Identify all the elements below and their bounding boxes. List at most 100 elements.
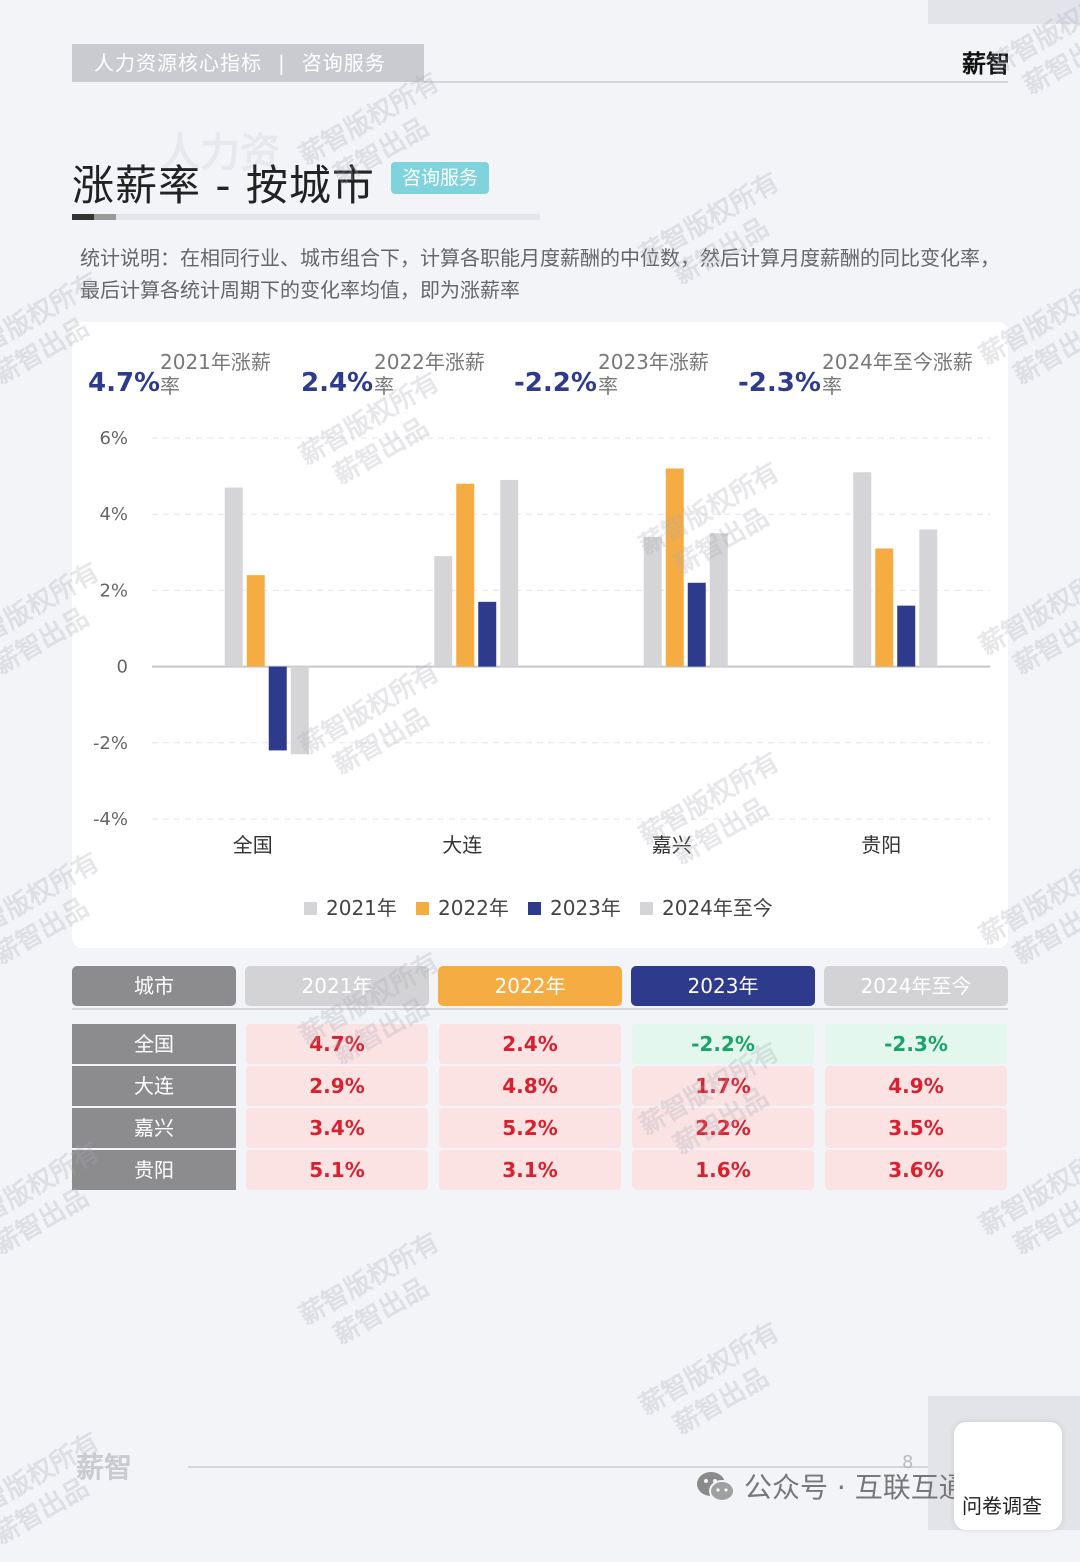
kpi-value: 2.4% bbox=[301, 368, 374, 398]
table-cell: 1.7% bbox=[632, 1066, 814, 1106]
table-cell: 3.4% bbox=[246, 1108, 428, 1148]
legend-label: 2023年 bbox=[550, 896, 621, 920]
page-title: 涨薪率 - 按城市 bbox=[72, 161, 375, 210]
title-ghost-text: 人力资 bbox=[160, 130, 280, 176]
table-cell: 2.2% bbox=[632, 1108, 814, 1148]
header-label: 2024年至今 bbox=[860, 974, 972, 998]
footer-logo: 薪智 bbox=[76, 1451, 133, 1484]
title-underline-mid bbox=[94, 214, 116, 220]
y-tick-label: 4% bbox=[99, 504, 128, 525]
brand-logo: 薪智 bbox=[962, 50, 1010, 78]
x-category-label: 大连 bbox=[442, 833, 482, 857]
legend-label: 2021年 bbox=[326, 896, 397, 920]
bar bbox=[643, 537, 662, 667]
x-category-label: 嘉兴 bbox=[652, 833, 692, 857]
y-tick-label: 0 bbox=[117, 657, 128, 678]
table-cell: 4.8% bbox=[439, 1066, 621, 1106]
y-tick-label: 2% bbox=[99, 580, 128, 601]
table-cell: -2.2% bbox=[632, 1024, 814, 1064]
table-header-2022: 2022年 bbox=[438, 966, 622, 1006]
x-category-label: 贵阳 bbox=[861, 833, 901, 857]
header-label: 2021年 bbox=[301, 974, 373, 998]
bar bbox=[665, 468, 684, 667]
bar bbox=[246, 575, 265, 667]
survey-button-label[interactable]: 问卷调查 bbox=[962, 1494, 1042, 1518]
kpi-label: 2022年涨薪率 bbox=[374, 350, 485, 398]
watermark-line: 薪智出品 bbox=[328, 1272, 434, 1351]
bar bbox=[478, 601, 497, 667]
survey-button[interactable] bbox=[954, 1422, 1062, 1530]
table-cell: 3.5% bbox=[825, 1108, 1007, 1148]
table-cell: 5.2% bbox=[439, 1108, 621, 1148]
bar bbox=[875, 548, 894, 667]
bar bbox=[434, 556, 453, 667]
watermark-line: 薪智出品 bbox=[668, 1362, 774, 1441]
table-cell: 3.6% bbox=[825, 1150, 1007, 1190]
title-tag: 咨询服务 bbox=[391, 162, 489, 194]
bar bbox=[853, 472, 872, 667]
title-underline bbox=[72, 214, 94, 220]
table-cell: 1.6% bbox=[632, 1150, 814, 1190]
legend-swatch bbox=[304, 902, 317, 915]
bar bbox=[268, 666, 287, 751]
table-cell: 2.9% bbox=[246, 1066, 428, 1106]
salary-increase-bar-chart: 6% 4% 2% 0 -2% -4% 全国 大连 嘉兴 贵阳 2021年 2022年 2023年 2024… bbox=[93, 428, 990, 920]
kpi-value: -2.3% bbox=[738, 368, 821, 398]
watermark: 薪智版权所有 薪智出品 bbox=[293, 1226, 462, 1363]
header-label: 2023年 bbox=[687, 974, 759, 998]
watermark: 薪智版权所有 薪智出品 bbox=[633, 1316, 802, 1453]
table-header-city: 城市 bbox=[72, 966, 236, 1006]
header-label: 2022年 bbox=[494, 974, 566, 998]
corner-decoration bbox=[928, 0, 1080, 24]
chart-card: 4.7% 2021年涨薪率 2.4% 2022年涨薪率 -2.2% 2023年涨… bbox=[72, 322, 1008, 948]
bar bbox=[897, 605, 916, 667]
row-city-label: 全国 bbox=[72, 1024, 236, 1064]
table-cell: -2.3% bbox=[825, 1024, 1007, 1064]
bar bbox=[919, 529, 938, 667]
table-header-2021: 2021年 bbox=[245, 966, 429, 1006]
table-cell: 2.4% bbox=[439, 1024, 621, 1064]
legend-swatch bbox=[528, 902, 541, 915]
row-city-label: 贵阳 bbox=[72, 1150, 236, 1190]
table-cell: 4.9% bbox=[825, 1066, 1007, 1106]
section-header: 人力资源核心指标 | 咨询服务 bbox=[72, 44, 424, 82]
row-city-label: 大连 bbox=[72, 1066, 236, 1106]
kpi-value: 4.7% bbox=[88, 368, 161, 398]
bar bbox=[456, 483, 475, 667]
footer-divider bbox=[188, 1466, 928, 1468]
kpi-label: 2024年至今涨薪率 bbox=[822, 350, 973, 398]
header-label: 城市 bbox=[134, 974, 174, 998]
table-header-2024: 2024年至今 bbox=[824, 966, 1008, 1006]
watermark-line: 薪智版权所有 bbox=[634, 1317, 785, 1422]
header-divider bbox=[424, 81, 1008, 83]
description-text: 统计说明：在相同行业、城市组合下，计算各职能月度薪酬的中位数，然后计算月度薪酬的… bbox=[80, 246, 1000, 302]
table-cell: 4.7% bbox=[246, 1024, 428, 1064]
y-tick-label: -4% bbox=[93, 809, 128, 830]
section-label: 人力资源核心指标 bbox=[94, 51, 262, 75]
row-city-label: 嘉兴 bbox=[72, 1108, 236, 1148]
table-cell: 5.1% bbox=[246, 1150, 428, 1190]
legend-swatch bbox=[416, 902, 429, 915]
x-category-label: 全国 bbox=[233, 833, 273, 857]
page-number: 8 bbox=[902, 1452, 914, 1473]
kpi-value: -2.2% bbox=[514, 368, 597, 398]
watermark-line: 薪智版权所有 bbox=[294, 1227, 445, 1332]
table-header-2023: 2023年 bbox=[631, 966, 815, 1006]
section-separator: | bbox=[278, 51, 286, 75]
legend-swatch bbox=[640, 902, 653, 915]
bar bbox=[687, 582, 706, 667]
kpi-label: 2023年涨薪率 bbox=[598, 350, 709, 398]
wechat-icon bbox=[697, 1472, 735, 1502]
title-underline-light bbox=[116, 214, 540, 220]
legend-label: 2022年 bbox=[438, 896, 509, 920]
y-tick-label: 6% bbox=[99, 428, 128, 449]
legend-label: 2024年至今 bbox=[662, 896, 773, 920]
table-header-divider bbox=[72, 1008, 1008, 1010]
y-tick-label: -2% bbox=[93, 733, 128, 754]
section-sub-label: 咨询服务 bbox=[301, 51, 386, 75]
bar bbox=[709, 533, 728, 667]
table-cell: 3.1% bbox=[439, 1150, 621, 1190]
bar bbox=[224, 487, 243, 667]
bar bbox=[290, 666, 309, 755]
kpi-label: 2021年涨薪率 bbox=[160, 350, 271, 398]
